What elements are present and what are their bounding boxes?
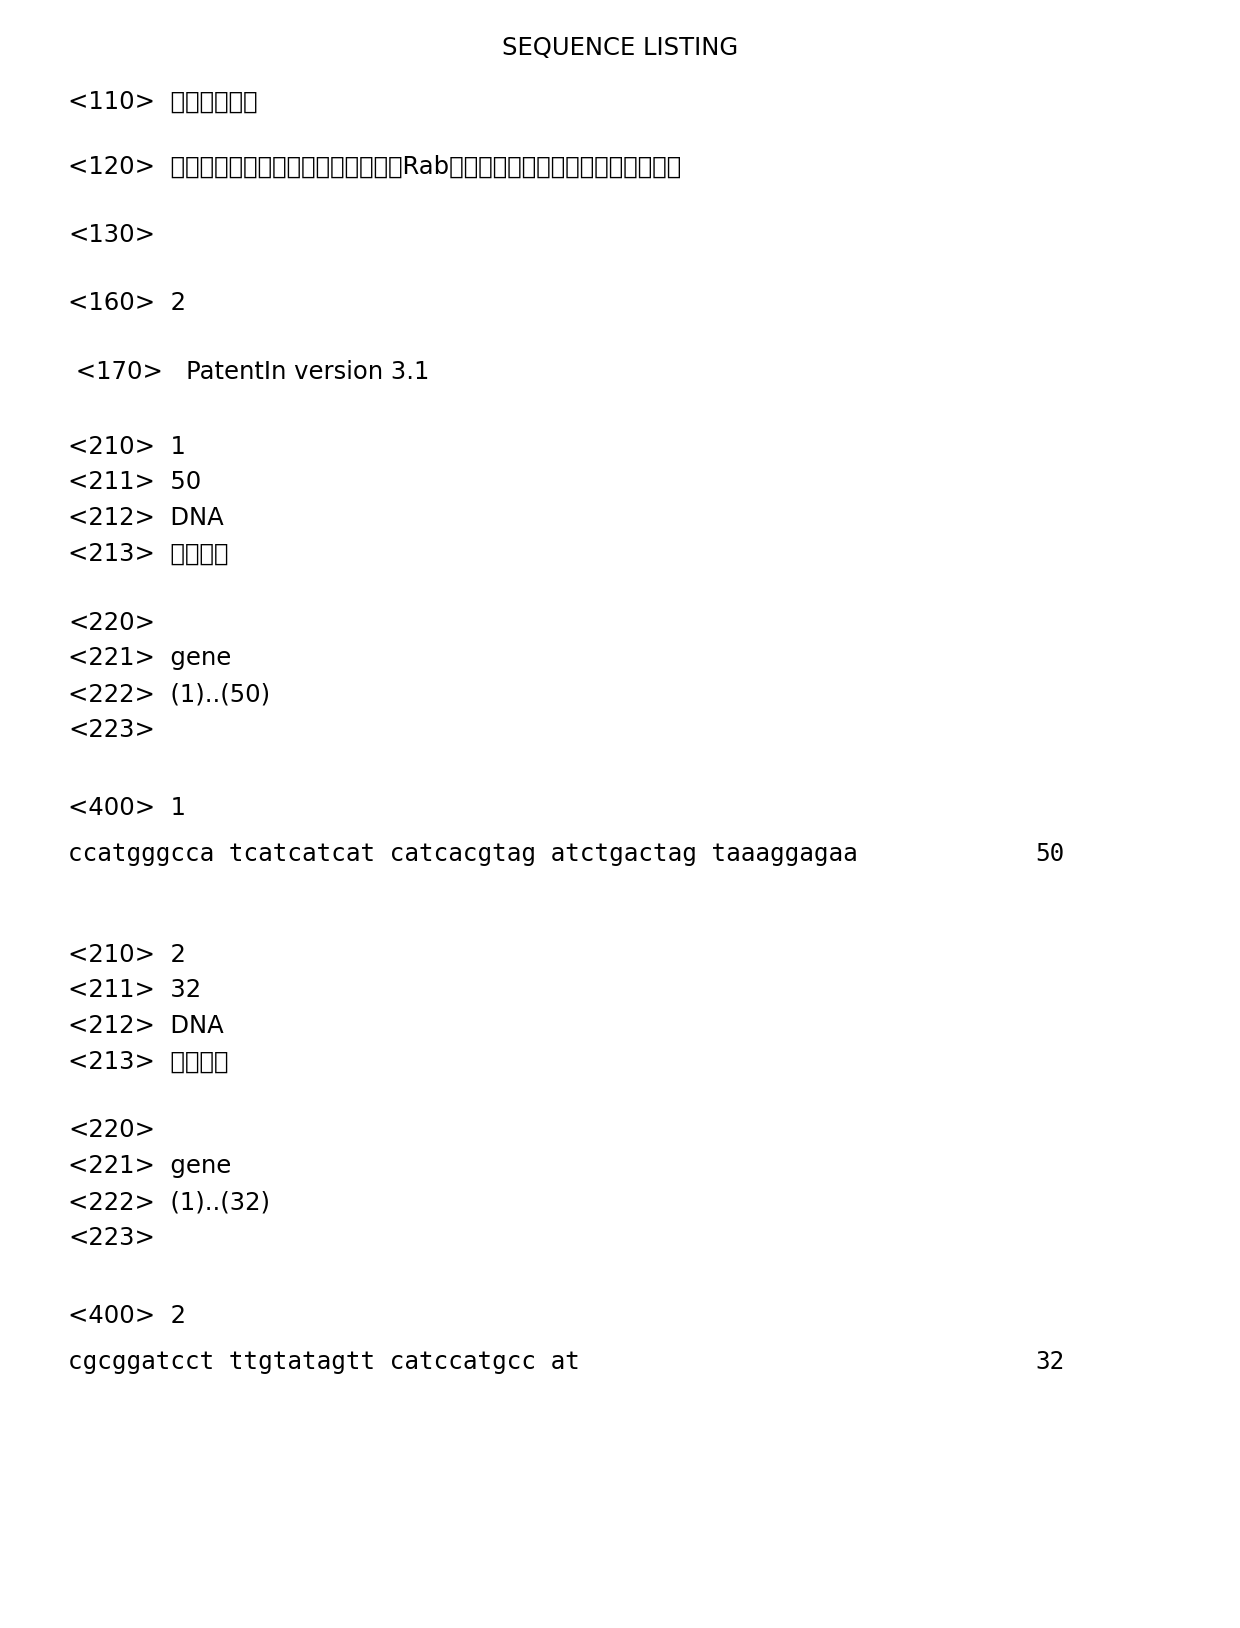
Text: <223>: <223> <box>68 718 155 742</box>
Text: <222>  (1)..(50): <222> (1)..(50) <box>68 682 270 707</box>
Text: <400>  1: <400> 1 <box>68 796 186 821</box>
Text: <170>   PatentIn version 3.1: <170> PatentIn version 3.1 <box>68 360 429 384</box>
Text: SEQUENCE LISTING: SEQUENCE LISTING <box>502 36 738 60</box>
Text: <160>  2: <160> 2 <box>68 291 186 316</box>
Text: <221>  gene: <221> gene <box>68 646 232 671</box>
Text: <213>  人工设计: <213> 人工设计 <box>68 1050 228 1074</box>
Text: <212>  DNA: <212> DNA <box>68 1014 224 1039</box>
Text: <110>  青岛农业大学: <110> 青岛农业大学 <box>68 90 258 114</box>
Text: <130>: <130> <box>68 223 155 247</box>
Text: <211>  32: <211> 32 <box>68 978 201 1003</box>
Text: <221>  gene: <221> gene <box>68 1154 232 1179</box>
Text: <210>  1: <210> 1 <box>68 435 186 459</box>
Text: <222>  (1)..(32): <222> (1)..(32) <box>68 1190 270 1214</box>
Text: <400>  2: <400> 2 <box>68 1304 186 1328</box>
Text: 32: 32 <box>1035 1350 1065 1374</box>
Text: <220>: <220> <box>68 610 155 635</box>
Text: <220>: <220> <box>68 1118 155 1143</box>
Text: <212>  DNA: <212> DNA <box>68 506 224 531</box>
Text: <213>  人工设计: <213> 人工设计 <box>68 542 228 567</box>
Text: <223>: <223> <box>68 1226 155 1250</box>
Text: <120>  一种基于荚光共振能量转移方法检测Rab蛋白与其效应因子间相互作用的方法: <120> 一种基于荚光共振能量转移方法检测Rab蛋白与其效应因子间相互作用的方… <box>68 155 681 179</box>
Text: <210>  2: <210> 2 <box>68 943 186 967</box>
Text: 50: 50 <box>1035 842 1065 866</box>
Text: <211>  50: <211> 50 <box>68 470 201 495</box>
Text: cgcggatcct ttgtatagtt catccatgcc at: cgcggatcct ttgtatagtt catccatgcc at <box>68 1350 580 1374</box>
Text: ccatgggcca tcatcatcat catcacgtag atctgactag taaaggagaa: ccatgggcca tcatcatcat catcacgtag atctgac… <box>68 842 858 866</box>
